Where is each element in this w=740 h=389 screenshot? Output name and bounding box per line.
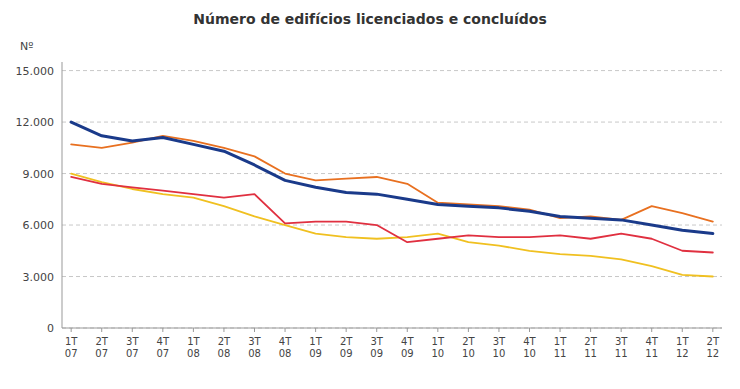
x-tick-label: 3T11 (615, 336, 628, 359)
y-tick-label: 15.000 (16, 65, 55, 78)
x-tick (437, 328, 438, 332)
x-tick (468, 328, 469, 332)
chart: Número de edifícios licenciados e conclu… (0, 0, 740, 389)
x-tick (529, 328, 530, 332)
y-tick-label: 0 (47, 322, 54, 335)
x-tick-label: 1T11 (554, 336, 567, 359)
x-tick-label: 3T08 (248, 336, 261, 359)
x-tick-label: 2T10 (462, 336, 475, 359)
x-tick-label: 2T08 (218, 336, 231, 359)
x-tick-label: 1T07 (65, 336, 78, 359)
y-axis-label: Nº (20, 40, 33, 53)
x-tick-label: 3T07 (126, 336, 139, 359)
grid (62, 71, 722, 328)
y-tick-label: 9.000 (23, 168, 55, 181)
x-tick-label: 1T09 (309, 336, 322, 359)
grid-line (62, 328, 722, 329)
grid-line (62, 225, 722, 226)
x-tick (621, 328, 622, 332)
x-tick-label: 4T09 (401, 336, 414, 359)
x-tick-label: 4T07 (156, 336, 169, 359)
x-tick-label: 2T11 (584, 336, 597, 359)
x-tick-label: 4T10 (523, 336, 536, 359)
grid-line (62, 70, 722, 71)
x-tick (407, 328, 408, 332)
line (71, 122, 713, 234)
x-tick (254, 328, 255, 332)
line (71, 136, 713, 222)
x-tick-label: 2T12 (706, 336, 719, 359)
x-tick-label: 3T09 (370, 336, 383, 359)
x-tick (223, 328, 224, 332)
grid-line (62, 173, 722, 174)
y-axis-line (62, 62, 63, 328)
x-tick (132, 328, 133, 332)
line (71, 177, 713, 253)
x-tick-label: 1T08 (187, 336, 200, 359)
x-tick-label: 1T12 (676, 336, 689, 359)
x-tick (162, 328, 163, 332)
x-tick (498, 328, 499, 332)
x-tick-label: 4T11 (645, 336, 658, 359)
x-tick (71, 328, 72, 332)
line (71, 174, 713, 277)
x-tick (682, 328, 683, 332)
y-tick-label: 6.000 (23, 219, 55, 232)
title: Número de edifícios licenciados e conclu… (193, 11, 547, 27)
x-tick (712, 328, 713, 332)
x-tick (193, 328, 194, 332)
x-tick (101, 328, 102, 332)
x-tick (315, 328, 316, 332)
x-tick (590, 328, 591, 332)
x-tick (346, 328, 347, 332)
grid-line (62, 122, 722, 123)
x-tick-label: 2T09 (340, 336, 353, 359)
x-axis-line (62, 328, 722, 329)
x-tick-label: 1T10 (431, 336, 444, 359)
grid-line (62, 276, 722, 277)
x-tick-label: 3T10 (493, 336, 506, 359)
x-tick (285, 328, 286, 332)
y-tick-label: 12.000 (16, 116, 55, 129)
x-tick-label: 2T07 (95, 336, 108, 359)
x-tick (376, 328, 377, 332)
x-tick-label: 4T08 (279, 336, 292, 359)
y-tick-label: 3.000 (23, 271, 55, 284)
x-tick (651, 328, 652, 332)
plot-area (62, 62, 722, 328)
x-tick (560, 328, 561, 332)
